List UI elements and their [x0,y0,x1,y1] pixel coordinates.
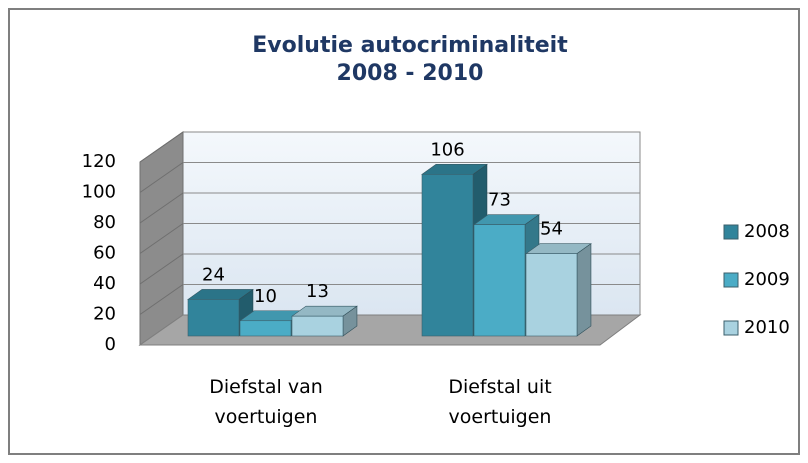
bar [291,305,358,337]
grid-line [139,162,184,193]
y-tick-label: 0 [105,334,116,355]
x-tick-label: Diefstal van voertuigen [209,376,323,428]
legend-label: 2009 [744,269,790,290]
bar-front [421,174,474,337]
y-tick-label: 20 [93,304,116,325]
grid-line [139,284,184,315]
bar-top-shade [292,306,357,317]
grid-line [139,131,184,163]
legend-label: 2010 [744,317,790,338]
bar-top-shade [240,310,305,321]
value-label: 73 [488,190,511,211]
y-tick-label: 80 [93,212,116,233]
bar-front [525,253,578,337]
y-tick-label: 100 [82,182,116,203]
legend-swatch [723,320,739,336]
bar [187,288,254,337]
bar-side-shade [343,306,357,336]
bar-top-shade [188,289,253,300]
value-label: 13 [306,281,329,302]
bar-front [187,299,240,337]
bar-top-shade [474,214,539,225]
legend-label: 2008 [744,221,790,242]
value-label: 54 [540,219,563,240]
bar-front [473,224,526,337]
bar-top-shade [422,164,487,175]
y-tick-label: 60 [93,243,116,264]
value-label: 106 [430,139,464,160]
legend-swatch [723,272,739,288]
grid-line [139,253,184,285]
bar [525,243,592,337]
grid-line [139,223,184,254]
legend-swatch [723,224,739,240]
value-label: 24 [202,264,225,285]
chart-title: Evolutie autocriminaliteit 2008 - 2010 [252,33,568,86]
bar-side-shade [577,243,591,336]
grid-line [139,192,184,224]
y-tick-label: 120 [82,151,116,172]
bar-front [239,320,292,337]
bar-top-shade [526,243,591,254]
x-tick-label: Diefstal uit voertuigen [448,376,552,428]
value-label: 10 [254,286,277,307]
y-tick-label: 40 [93,273,116,294]
bar-front [291,315,344,337]
